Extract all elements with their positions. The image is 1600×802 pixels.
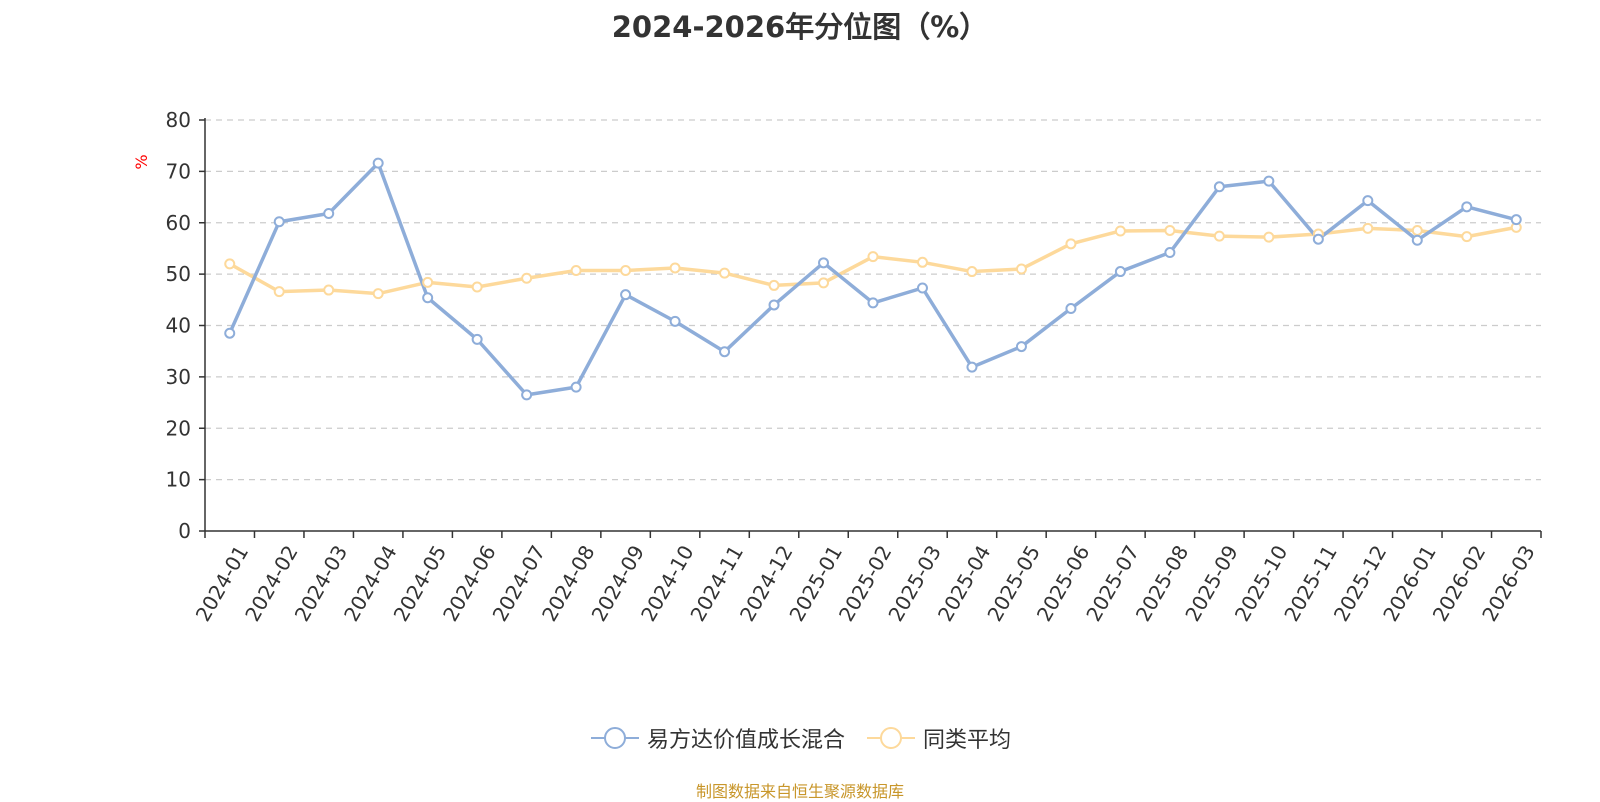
data-point-series-2 [768,279,780,291]
y-tick-label: 20 [166,416,191,440]
data-point-series-2 [570,265,582,277]
data-point-series-1 [818,257,830,269]
data-point-series-2 [916,256,928,268]
data-point-series-2 [966,266,978,278]
source-note: 制图数据来自恒生聚源数据库 [695,782,904,801]
legend: 易方达价值成长混合 同类平均 [0,722,1600,754]
data-point-series-1 [1263,175,1275,187]
data-point-series-2 [1461,231,1473,243]
data-point-series-2 [867,251,879,263]
data-point-series-1 [422,292,434,304]
data-point-series-2 [1114,225,1126,237]
data-point-series-2 [1015,263,1027,275]
data-point-series-1 [224,327,236,339]
data-point-series-1 [323,208,335,220]
data-point-series-1 [669,315,681,327]
data-point-series-2 [372,288,384,300]
y-tick-label: 0 [178,519,191,543]
data-point-series-2 [1362,222,1374,234]
data-point-series-2 [1213,230,1225,242]
data-point-series-1 [1510,214,1522,226]
data-point-series-1 [570,381,582,393]
data-point-series-1 [521,389,533,401]
data-point-series-1 [1461,201,1473,213]
data-point-series-2 [323,284,335,296]
data-point-series-2 [818,277,830,289]
data-point-series-1 [1411,234,1423,246]
data-point-series-2 [1065,238,1077,250]
legend-label-series-2: 同类平均 [923,728,1012,753]
legend-item-series-1[interactable]: 易方达价值成长混合 [589,722,845,754]
chart-title: 2024-2026年分位图（%） [611,10,989,44]
data-point-series-1 [1312,233,1324,245]
y-tick-label: 30 [166,365,191,389]
legend-marker-series-1 [590,727,639,749]
data-point-series-2 [521,272,533,284]
data-point-series-2 [620,265,632,277]
data-point-series-2 [224,258,236,270]
y-tick-label: 60 [166,211,191,235]
data-point-series-1 [1213,181,1225,193]
data-point-series-1 [719,346,731,358]
y-tick-label: 10 [166,468,191,492]
data-point-series-2 [1411,224,1423,236]
y-tick-label: 70 [166,159,191,183]
legend-marker-series-2 [867,727,915,749]
data-point-series-1 [867,297,879,309]
data-point-series-1 [1015,341,1027,353]
data-point-series-1 [1164,247,1176,259]
series-line-1 [227,161,1519,397]
y-tick-label: 50 [166,262,191,286]
data-point-series-1 [1065,303,1077,315]
y-axis-label: % [132,154,151,169]
data-point-series-2 [669,262,681,274]
data-point-series-1 [620,289,632,301]
data-point-series-1 [966,361,978,373]
data-point-series-1 [768,299,780,311]
data-point-series-1 [273,216,285,228]
data-point-series-2 [1263,231,1275,243]
data-point-series-2 [1164,224,1176,236]
data-point-series-1 [471,333,483,345]
data-point-series-1 [916,282,928,294]
y-tick-label: 40 [166,314,191,338]
legend-item-series-2[interactable]: 同类平均 [865,722,1011,754]
data-point-series-1 [1362,195,1374,207]
legend-label-series-1: 易方达价值成长混合 [646,728,845,753]
data-point-series-2 [471,281,483,293]
data-point-series-1 [1114,266,1126,278]
y-tick-label: 80 [166,108,191,132]
data-point-series-2 [422,276,434,288]
data-point-series-2 [719,267,731,279]
data-point-series-1 [372,157,384,169]
data-point-series-2 [273,286,285,298]
